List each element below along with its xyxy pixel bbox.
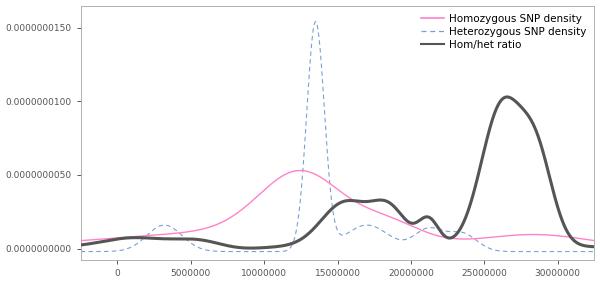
Legend: Homozygous SNP density, Heterozygous SNP density, Hom/het ratio: Homozygous SNP density, Heterozygous SNP… <box>418 11 589 53</box>
